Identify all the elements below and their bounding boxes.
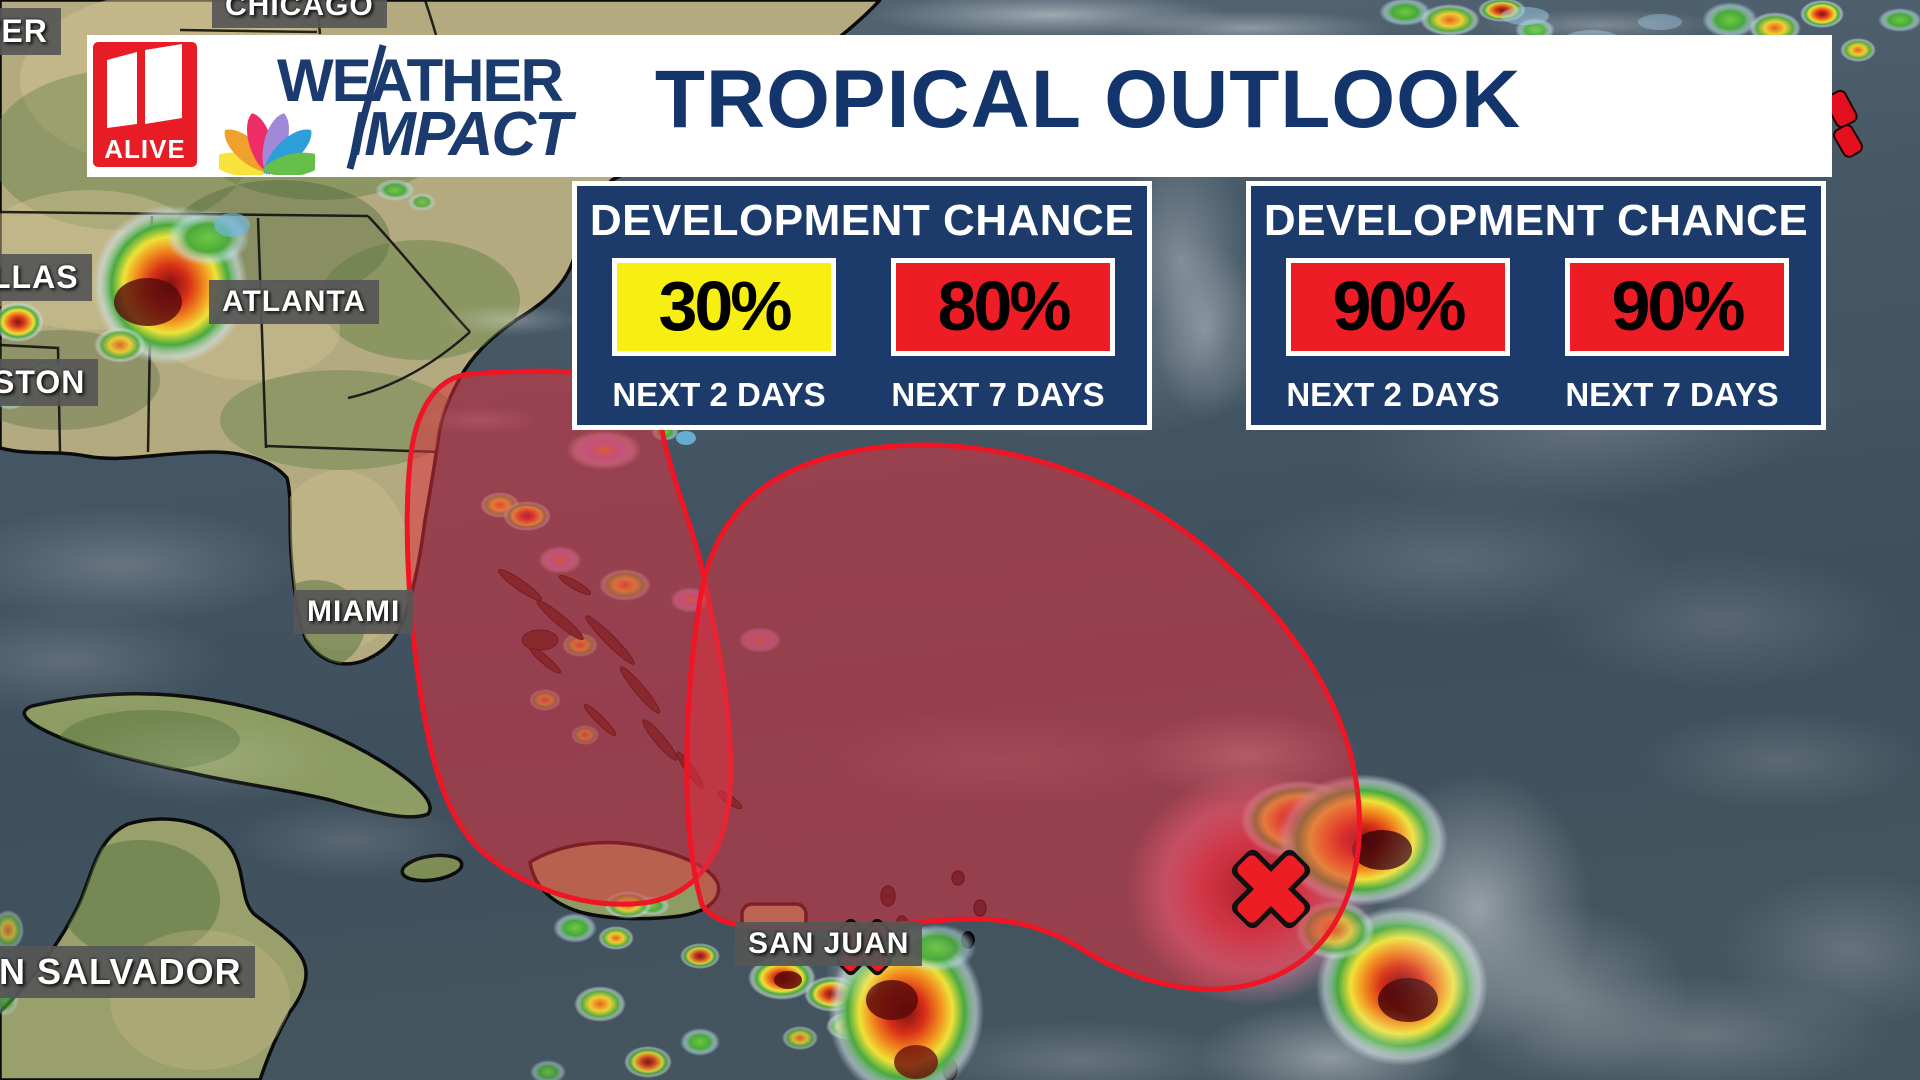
map-label-denver: VER: [0, 8, 61, 55]
header-banner: ALIVE WEATHER IMPACT TROPICAL OUTLOOK: [87, 35, 1832, 177]
chance-box-80: 80%: [891, 258, 1115, 356]
map-label-salvador: N SALVADOR: [0, 946, 255, 998]
eleven-icon: [107, 44, 182, 128]
chance-period: NEXT 7 DAYS: [891, 376, 1105, 413]
map-label-dallas: LLAS: [0, 254, 92, 301]
chance-box-90-b: 90%: [1565, 258, 1789, 356]
station-name: ALIVE: [104, 134, 186, 164]
chance-period: NEXT 2 DAYS: [612, 376, 826, 413]
map-label-chicago: CHICAGO: [212, 0, 387, 28]
chance-period: NEXT 2 DAYS: [1286, 376, 1500, 413]
nbc-peacock-icon: [219, 113, 315, 175]
panel-title: DEVELOPMENT CHANCE: [1263, 196, 1809, 245]
chance-box-30: 30%: [612, 258, 836, 356]
map-label-houston: STON: [0, 359, 99, 406]
panel-title: DEVELOPMENT CHANCE: [589, 196, 1135, 245]
map-label-atlanta: ATLANTA: [209, 280, 380, 324]
outlook-area-east: [684, 442, 1362, 992]
chance-value: 80%: [937, 267, 1071, 345]
weather-brand-line2: IMPACT: [349, 100, 572, 169]
chance-value: 90%: [1611, 267, 1745, 345]
chance-period: NEXT 7 DAYS: [1565, 376, 1779, 413]
chance-box-90-a: 90%: [1286, 258, 1510, 356]
map-label-san-juan: SAN JUAN: [735, 922, 923, 966]
development-chance-panel-west: DEVELOPMENT CHANCE 30% 80% NEXT 2 DAYS N…: [572, 181, 1152, 430]
development-chance-panel-east: DEVELOPMENT CHANCE 90% 90% NEXT 2 DAYS N…: [1246, 181, 1826, 430]
chance-value: 90%: [1332, 267, 1466, 345]
station-logo-11alive: ALIVE: [93, 42, 197, 167]
weather-brand-line1: WEATHER: [277, 47, 564, 114]
tropical-disturbance-x-atlantic: [1231, 849, 1311, 929]
outlook-areas: [404, 368, 1362, 992]
map-label-miami: MIAMI: [294, 590, 414, 634]
page-title: TROPICAL OUTLOOK: [654, 54, 1522, 145]
chance-value: 30%: [658, 267, 792, 345]
